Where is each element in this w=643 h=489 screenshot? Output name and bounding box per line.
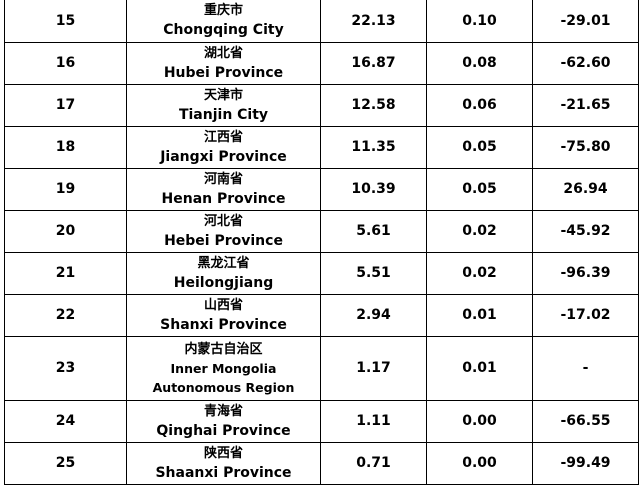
region-name-cell: 内蒙古自治区 Inner Mongolia Autonomous Region (126, 335, 321, 401)
value-cell-1: 0.71 (320, 441, 427, 485)
value-cell-3: -75.80 (532, 125, 639, 169)
value-cell-2: 0.02 (426, 251, 533, 295)
table-row: 16 湖北省 Hubei Province 16.87 0.08 -62.60 (4, 41, 639, 85)
rank-cell: 17 (4, 83, 127, 127)
table-row: 17 天津市 Tianjin City 12.58 0.06 -21.65 (4, 83, 639, 127)
region-name-cell: 黑龙江省 Heilongjiang (126, 251, 321, 295)
region-name-cell: 河北省 Hebei Province (126, 209, 321, 253)
region-name-cn: 陕西省 (203, 445, 243, 461)
value-cell-3: -96.39 (532, 251, 639, 295)
value-cell-1: 5.61 (320, 209, 427, 253)
rank-cell: 19 (4, 167, 127, 211)
value-cell-3: - (532, 335, 639, 401)
rank-cell: 21 (4, 251, 127, 295)
region-name-en-line2: Autonomous Region (152, 379, 295, 395)
table-row: 15 重庆市 Chongqing City 22.13 0.10 -29.01 (4, 0, 639, 43)
region-name-en: Hebei Province (164, 232, 283, 249)
region-name-en: Qinghai Province (156, 422, 291, 439)
value-cell-2: 0.02 (426, 209, 533, 253)
value-cell-2: 0.05 (426, 167, 533, 211)
region-name-en: Chongqing City (163, 22, 284, 39)
region-name-cell: 江西省 Jiangxi Province (126, 125, 321, 169)
region-name-en: Heilongjiang (173, 274, 274, 291)
rank-cell: 24 (4, 399, 127, 443)
value-cell-1: 5.51 (320, 251, 427, 295)
rank-cell: 18 (4, 125, 127, 169)
value-cell-1: 1.11 (320, 399, 427, 443)
value-cell-3: -99.49 (532, 441, 639, 485)
region-name-en-line1: Inner Mongolia (170, 360, 277, 376)
rank-cell: 20 (4, 209, 127, 253)
table-row: 24 青海省 Qinghai Province 1.11 0.00 -66.55 (4, 399, 639, 443)
table-row: 25 陕西省 Shaanxi Province 0.71 0.00 -99.49 (4, 441, 639, 485)
region-name-cn: 湖北省 (203, 45, 243, 61)
region-name-cell: 陕西省 Shaanxi Province (126, 441, 321, 485)
province-data-table: 15 重庆市 Chongqing City 22.13 0.10 -29.01 … (4, 0, 639, 485)
region-name-en: Shanxi Province (160, 316, 287, 333)
value-cell-1: 1.17 (320, 335, 427, 401)
region-name-cn: 黑龙江省 (197, 255, 250, 271)
value-cell-2: 0.05 (426, 125, 533, 169)
region-name-en: Henan Province (161, 190, 286, 207)
value-cell-2: 0.00 (426, 399, 533, 443)
value-cell-2: 0.10 (426, 0, 533, 43)
region-name-cell: 河南省 Henan Province (126, 167, 321, 211)
rank-cell: 22 (4, 293, 127, 337)
value-cell-2: 0.08 (426, 41, 533, 85)
table-row: 18 江西省 Jiangxi Province 11.35 0.05 -75.8… (4, 125, 639, 169)
table-row: 22 山西省 Shanxi Province 2.94 0.01 -17.02 (4, 293, 639, 337)
value-cell-2: 0.00 (426, 441, 533, 485)
region-name-cn: 重庆市 (203, 3, 243, 19)
value-cell-1: 12.58 (320, 83, 427, 127)
region-name-cn: 河北省 (203, 213, 243, 229)
value-cell-3: -66.55 (532, 399, 639, 443)
value-cell-1: 22.13 (320, 0, 427, 43)
region-name-en: Tianjin City (178, 106, 269, 123)
region-name-cell: 重庆市 Chongqing City (126, 0, 321, 43)
rank-cell: 16 (4, 41, 127, 85)
region-name-en: Hubei Province (163, 64, 284, 81)
rank-cell: 23 (4, 335, 127, 401)
region-name-cell: 湖北省 Hubei Province (126, 41, 321, 85)
value-cell-3: -45.92 (532, 209, 639, 253)
region-name-cn: 江西省 (203, 129, 243, 145)
value-cell-3: -21.65 (532, 83, 639, 127)
rank-cell: 25 (4, 441, 127, 485)
region-name-cn: 内蒙古自治区 (184, 341, 263, 357)
value-cell-1: 10.39 (320, 167, 427, 211)
region-name-cell: 天津市 Tianjin City (126, 83, 321, 127)
region-name-en: Jiangxi Province (160, 148, 287, 165)
value-cell-3: 26.94 (532, 167, 639, 211)
table-row: 21 黑龙江省 Heilongjiang 5.51 0.02 -96.39 (4, 251, 639, 295)
value-cell-3: -62.60 (532, 41, 639, 85)
region-name-cell: 青海省 Qinghai Province (126, 399, 321, 443)
table-row: 20 河北省 Hebei Province 5.61 0.02 -45.92 (4, 209, 639, 253)
table-row: 19 河南省 Henan Province 10.39 0.05 26.94 (4, 167, 639, 211)
value-cell-3: -29.01 (532, 0, 639, 43)
region-name-cn: 山西省 (203, 297, 243, 313)
region-name-cn: 青海省 (203, 403, 243, 419)
value-cell-2: 0.01 (426, 335, 533, 401)
region-name-cn: 河南省 (203, 171, 243, 187)
value-cell-2: 0.06 (426, 83, 533, 127)
table-row: 23 内蒙古自治区 Inner Mongolia Autonomous Regi… (4, 335, 639, 401)
value-cell-1: 11.35 (320, 125, 427, 169)
value-cell-1: 16.87 (320, 41, 427, 85)
value-cell-2: 0.01 (426, 293, 533, 337)
value-cell-3: -17.02 (532, 293, 639, 337)
value-cell-1: 2.94 (320, 293, 427, 337)
region-name-cell: 山西省 Shanxi Province (126, 293, 321, 337)
rank-cell: 15 (4, 0, 127, 43)
region-name-en: Shaanxi Province (155, 464, 292, 481)
region-name-cn: 天津市 (203, 87, 243, 103)
